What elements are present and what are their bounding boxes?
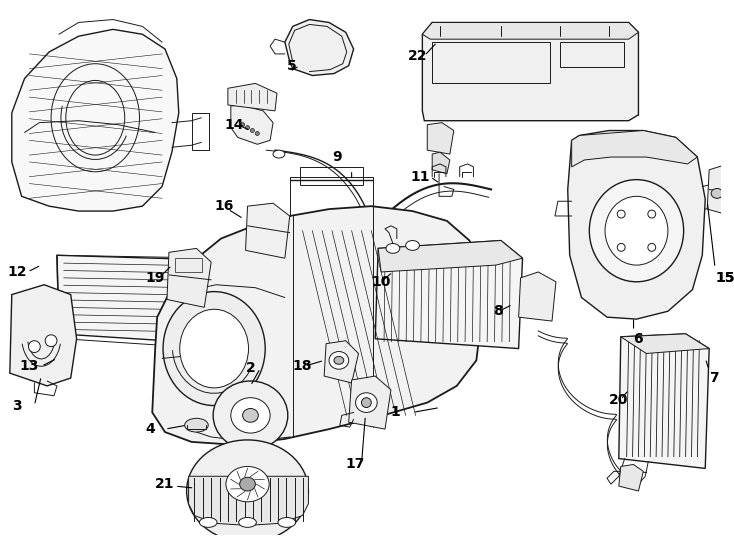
Text: 15: 15 — [715, 271, 734, 285]
Ellipse shape — [46, 335, 57, 347]
Ellipse shape — [355, 393, 377, 413]
Text: 18: 18 — [293, 359, 312, 373]
Polygon shape — [57, 255, 221, 343]
Ellipse shape — [723, 186, 734, 197]
Ellipse shape — [386, 244, 400, 253]
Polygon shape — [422, 23, 639, 121]
Text: 4: 4 — [145, 422, 155, 436]
Polygon shape — [189, 476, 308, 525]
Text: 12: 12 — [8, 265, 27, 279]
Text: 10: 10 — [371, 275, 390, 289]
Ellipse shape — [589, 180, 683, 282]
Ellipse shape — [213, 381, 288, 450]
Text: 1: 1 — [391, 406, 401, 420]
Ellipse shape — [605, 197, 668, 265]
Text: 8: 8 — [493, 304, 503, 318]
Text: 6: 6 — [633, 332, 643, 346]
Polygon shape — [152, 206, 482, 445]
Polygon shape — [230, 105, 273, 144]
Ellipse shape — [648, 210, 655, 218]
Polygon shape — [572, 131, 697, 167]
Polygon shape — [567, 131, 705, 319]
Polygon shape — [285, 19, 354, 76]
Polygon shape — [621, 334, 709, 354]
Ellipse shape — [200, 517, 217, 528]
Text: 16: 16 — [214, 199, 233, 213]
Bar — [175, 258, 203, 272]
Ellipse shape — [711, 188, 723, 198]
Text: 3: 3 — [12, 399, 21, 413]
Text: 7: 7 — [709, 371, 719, 385]
Polygon shape — [167, 248, 211, 307]
Ellipse shape — [255, 132, 259, 136]
Polygon shape — [246, 203, 290, 258]
Polygon shape — [422, 23, 639, 39]
Ellipse shape — [29, 341, 40, 353]
Polygon shape — [707, 165, 734, 216]
Polygon shape — [378, 240, 523, 272]
Ellipse shape — [617, 244, 625, 251]
Ellipse shape — [243, 408, 258, 422]
Polygon shape — [432, 152, 450, 174]
Bar — [192, 113, 209, 150]
Ellipse shape — [180, 309, 249, 388]
Text: 22: 22 — [407, 49, 427, 63]
Ellipse shape — [250, 129, 255, 132]
Text: 11: 11 — [410, 170, 430, 184]
Ellipse shape — [241, 123, 244, 126]
Text: 20: 20 — [609, 393, 628, 407]
Polygon shape — [619, 334, 709, 468]
Bar — [432, 42, 550, 83]
Ellipse shape — [406, 240, 419, 251]
Ellipse shape — [334, 356, 344, 365]
Ellipse shape — [226, 467, 269, 502]
Ellipse shape — [163, 292, 265, 406]
Polygon shape — [324, 341, 358, 383]
Polygon shape — [427, 123, 454, 154]
Polygon shape — [12, 29, 179, 211]
Ellipse shape — [186, 440, 308, 540]
Polygon shape — [349, 376, 391, 429]
Ellipse shape — [246, 126, 250, 130]
Text: 13: 13 — [20, 359, 39, 373]
Text: 19: 19 — [145, 271, 164, 285]
Bar — [299, 167, 363, 185]
Text: 15: 15 — [715, 271, 734, 285]
Polygon shape — [375, 240, 523, 349]
Text: 2: 2 — [246, 361, 255, 375]
Text: 21: 21 — [155, 477, 175, 491]
Bar — [560, 42, 624, 66]
Polygon shape — [519, 272, 556, 321]
Text: 5: 5 — [287, 59, 297, 73]
Ellipse shape — [230, 397, 270, 433]
Polygon shape — [619, 464, 644, 491]
Polygon shape — [228, 83, 277, 111]
Ellipse shape — [617, 210, 625, 218]
Ellipse shape — [329, 352, 349, 369]
Ellipse shape — [239, 517, 256, 528]
Text: 9: 9 — [332, 150, 341, 164]
Polygon shape — [10, 285, 76, 386]
Text: 17: 17 — [346, 457, 365, 471]
Ellipse shape — [278, 517, 296, 528]
Ellipse shape — [361, 397, 371, 408]
Ellipse shape — [185, 418, 208, 432]
Text: 14: 14 — [224, 118, 244, 132]
Ellipse shape — [648, 244, 655, 251]
Ellipse shape — [240, 477, 255, 491]
Ellipse shape — [273, 150, 285, 158]
